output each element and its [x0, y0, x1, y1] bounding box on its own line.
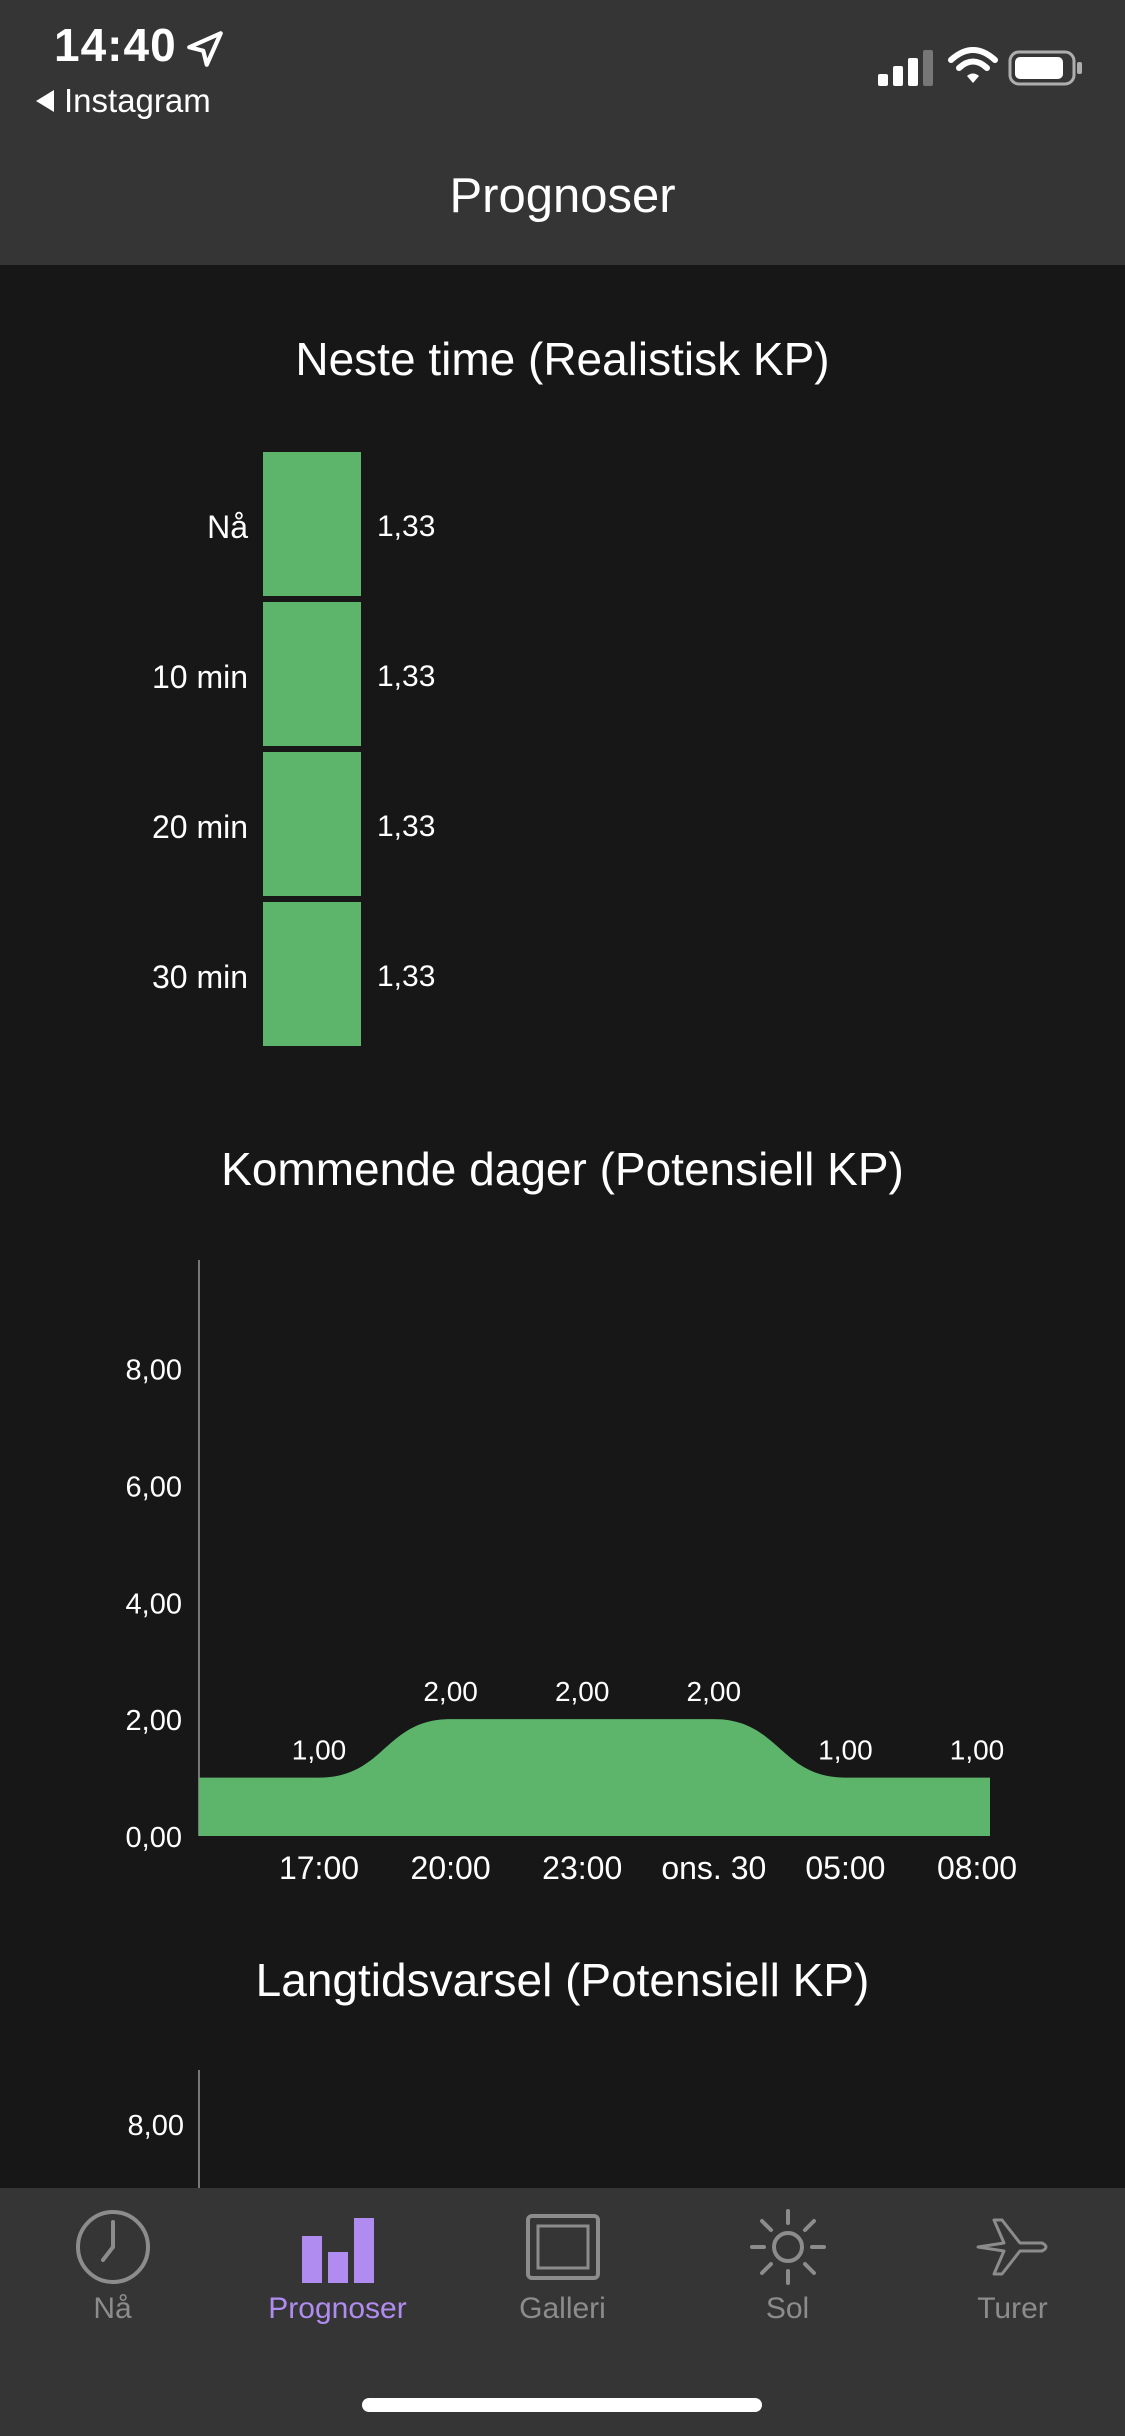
tab-trips[interactable]: Turer [900, 2188, 1125, 2368]
next-hour-row-label: 10 min [151, 658, 248, 695]
next-hour-row: 30 min 1,33 [0, 902, 1125, 1052]
data-label: 2,00 [423, 1676, 478, 1707]
wifi-icon [948, 47, 998, 83]
long-term-y-tick-label: 8,00 [127, 2110, 184, 2142]
back-triangle-icon [36, 90, 54, 112]
data-label: 1,00 [950, 1735, 1005, 1766]
x-tick-label: 23:00 [542, 1850, 622, 1886]
top-bar: 14:40 Instagram Prognoser [0, 0, 1125, 265]
next-hour-row: Nå 1,33 [0, 452, 1125, 602]
next-hour-row: 20 min 1,33 [0, 752, 1125, 902]
bar-chart-icon [302, 2218, 374, 2283]
location-arrow-icon [187, 31, 223, 67]
y-tick-label: 8,00 [126, 1355, 182, 1387]
clock-icon [76, 2210, 150, 2284]
data-label: 1,00 [818, 1735, 873, 1766]
long-term-title: Langtidsvarsel (Potensiell KP) [255, 1954, 870, 2006]
airplane-icon [976, 2218, 1048, 2276]
tab-bar: Nå Prognoser Galleri Sol [0, 2188, 1125, 2436]
tab-gallery[interactable]: Galleri [450, 2188, 675, 2368]
tab-now[interactable]: Nå [0, 2188, 225, 2368]
status-time: 14:40 [54, 19, 177, 71]
coming-days-chart: 0,00 2,00 4,00 6,00 8,00 1,00 17:00 2,00 20:00 2,… [126, 1260, 1017, 1886]
back-app-label: Instagram [64, 82, 211, 119]
x-tick-label: 20:00 [411, 1850, 491, 1886]
next-hour-row-label: 20 min [151, 808, 248, 845]
kp-area-series [199, 1719, 990, 1836]
picture-frame-icon [526, 2214, 600, 2280]
tab-label: Turer [977, 2292, 1048, 2325]
next-hour-bar [263, 602, 361, 746]
tab-label: Nå [93, 2292, 132, 2325]
page-title: Prognoser [449, 169, 676, 223]
data-label: 2,00 [687, 1676, 742, 1707]
tab-sun[interactable]: Sol [675, 2188, 900, 2368]
x-tick-label: 17:00 [279, 1850, 359, 1886]
data-label: 2,00 [555, 1676, 610, 1707]
y-tick-label: 4,00 [126, 1588, 182, 1620]
x-tick-label: 05:00 [805, 1850, 885, 1886]
data-label: 1,00 [292, 1735, 347, 1766]
next-hour-row-value: 1,33 [377, 510, 436, 543]
next-hour-bar [263, 752, 361, 896]
long-term-chart-axis [198, 2070, 200, 2188]
next-hour-row-label: 30 min [151, 958, 248, 995]
tab-label: Prognoser [268, 2292, 407, 2325]
coming-days-title: Kommende dager (Potensiell KP) [221, 1143, 904, 1195]
cellular-signal-icon [878, 50, 933, 86]
next-hour-title: Neste time (Realistisk KP) [295, 333, 830, 385]
next-hour-row-label: Nå [207, 508, 248, 545]
x-tick-label: ons. 30 [661, 1850, 766, 1886]
tab-forecasts[interactable]: Prognoser [225, 2188, 450, 2368]
sun-icon [750, 2209, 826, 2285]
battery-icon [1008, 50, 1082, 86]
next-hour-bar [263, 902, 361, 1046]
x-tick-label: 08:00 [937, 1850, 1017, 1886]
y-tick-label: 6,00 [126, 1471, 182, 1503]
next-hour-row-value: 1,33 [377, 660, 436, 693]
y-tick-label: 2,00 [126, 1705, 182, 1737]
next-hour-row-value: 1,33 [377, 810, 436, 843]
next-hour-bar [263, 452, 361, 596]
next-hour-row-value: 1,33 [377, 960, 436, 993]
tab-label: Sol [765, 2292, 810, 2325]
y-tick-label: 0,00 [126, 1822, 182, 1854]
home-indicator [362, 2398, 762, 2412]
back-to-app-button[interactable]: Instagram [36, 82, 211, 120]
tab-label: Galleri [519, 2292, 606, 2325]
next-hour-row: 10 min 1,33 [0, 602, 1125, 752]
